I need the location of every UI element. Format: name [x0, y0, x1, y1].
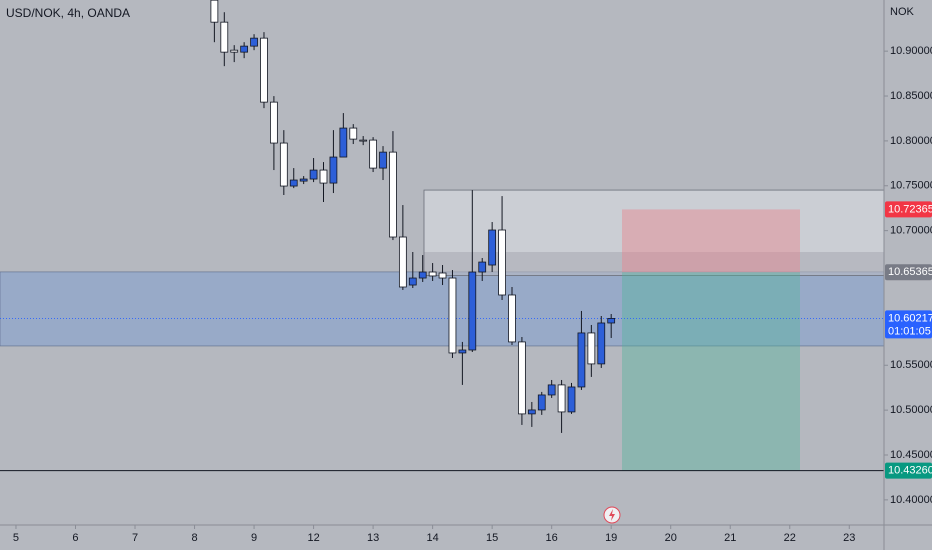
- candle-body: [389, 151, 397, 238]
- candle-body: [289, 179, 298, 187]
- x-tick-label: 13: [367, 532, 379, 544]
- candle-body: [567, 386, 576, 413]
- price-label: 10.72365: [888, 203, 932, 215]
- price-label-box: [885, 310, 932, 339]
- y-tick-label: 10.55000: [890, 359, 932, 371]
- x-tick-label: 9: [251, 532, 257, 544]
- candle-body: [240, 45, 249, 53]
- candle-body: [359, 139, 368, 142]
- y-tick-label: 10.40000: [890, 494, 932, 506]
- price-label-box: [885, 201, 932, 218]
- y-tick-label: 10.50000: [890, 404, 932, 416]
- x-tick-label: 23: [843, 532, 855, 544]
- candle-body: [518, 341, 526, 415]
- candle-body: [508, 294, 516, 343]
- x-tick-label: 14: [427, 532, 439, 544]
- candle-body: [478, 261, 487, 273]
- candle-body: [448, 277, 457, 354]
- y-tick-label: 10.80000: [890, 135, 932, 147]
- candle-body: [379, 151, 387, 169]
- candle-body: [260, 37, 268, 103]
- candle-body: [398, 236, 407, 288]
- currency-label: NOK: [890, 6, 915, 18]
- candle-body: [349, 127, 358, 140]
- reward-zone: [622, 272, 800, 471]
- y-tick-label: 10.75000: [890, 180, 932, 192]
- candle-body: [230, 49, 239, 53]
- price-label: 10.43260: [888, 465, 932, 477]
- risk-zone: [622, 209, 800, 273]
- candle-body: [527, 409, 536, 415]
- x-tick-label: 8: [191, 532, 197, 544]
- candle-body: [279, 142, 288, 187]
- candle-body: [488, 229, 497, 266]
- candle-body: [210, 0, 219, 23]
- candle-body: [458, 349, 467, 354]
- x-tick-label: 19: [605, 532, 617, 544]
- candle-body: [418, 271, 427, 279]
- chart-title: USD/NOK, 4h, OANDA: [6, 6, 130, 20]
- price-label-box: [885, 462, 932, 479]
- x-tick-label: 7: [132, 532, 138, 544]
- candle-body: [428, 271, 437, 277]
- x-tick-label: 15: [486, 532, 498, 544]
- candle-body: [250, 37, 258, 47]
- candle-body: [537, 394, 546, 411]
- candle-body: [597, 322, 606, 365]
- x-tick-label: 20: [665, 532, 677, 544]
- y-tick-label: 10.45000: [890, 449, 932, 461]
- candle-body: [557, 384, 566, 413]
- price-label: 10.65365: [888, 266, 932, 278]
- candle-body: [547, 384, 556, 396]
- event-icon-bolt: [609, 509, 615, 521]
- candle-body: [309, 169, 318, 180]
- candle-body: [369, 139, 377, 169]
- x-tick-label: 16: [546, 532, 558, 544]
- countdown-label: 01:01:05: [888, 325, 931, 337]
- candle-body: [270, 101, 278, 144]
- x-tick-label: 5: [13, 532, 19, 544]
- candle-body: [587, 332, 596, 365]
- candle-body: [299, 178, 308, 182]
- candle-body: [339, 127, 348, 158]
- candle-body: [329, 156, 338, 184]
- x-tick-label: 12: [307, 532, 319, 544]
- candle-body: [468, 271, 477, 351]
- y-tick-label: 10.70000: [890, 225, 932, 237]
- y-tick-label: 10.90000: [890, 45, 932, 57]
- price-label: 10.60217: [888, 312, 932, 324]
- demand-zone: [0, 271, 885, 347]
- candle-body: [498, 229, 506, 296]
- candle-body: [607, 318, 616, 324]
- supply-box-inner: [424, 252, 884, 276]
- x-tick-label: 22: [784, 532, 796, 544]
- candle-body: [319, 169, 328, 184]
- price-label-box: [885, 264, 932, 281]
- candle-body: [220, 21, 229, 53]
- x-tick-label: 6: [72, 532, 78, 544]
- y-tick-label: 10.85000: [890, 90, 932, 102]
- candle-body: [408, 277, 417, 286]
- candle-body: [577, 332, 586, 388]
- x-tick-label: 21: [724, 532, 736, 544]
- candle-body: [438, 272, 447, 279]
